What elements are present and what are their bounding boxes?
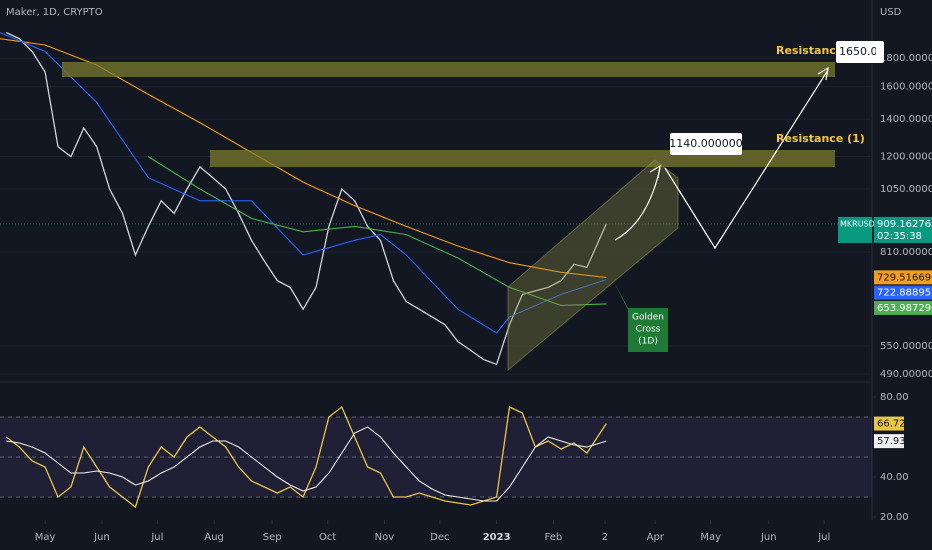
rsi-value-box xyxy=(874,434,904,449)
y-tick-label: 20.00 xyxy=(880,512,909,523)
ma-value-box xyxy=(874,270,932,285)
x-tick-label: Jun xyxy=(760,532,777,543)
target-box xyxy=(836,41,884,63)
currency: USD xyxy=(880,7,902,18)
countdown: 02:35:38 xyxy=(877,231,922,242)
callout-text: (1D) xyxy=(638,337,658,347)
y-tick-label: 1050.000000 xyxy=(880,184,932,195)
rsi-value-label: 66.72 xyxy=(877,419,906,430)
y-tick-label: 490.000000 xyxy=(880,369,932,380)
ma-value-label: 653.987290 xyxy=(877,303,932,314)
symbol-label: MKRUSD xyxy=(840,219,875,228)
callout-text: Golden xyxy=(632,313,664,323)
y-tick-label: 1600.000000 xyxy=(880,82,932,93)
projection-path xyxy=(664,69,829,250)
x-tick-label: Jun xyxy=(93,532,110,543)
x-tick-label: Sep xyxy=(263,532,282,543)
y-tick-label: 1800.000000 xyxy=(880,53,932,64)
rsi-value-box xyxy=(874,416,904,431)
x-tick-label: Jul xyxy=(817,532,830,543)
chart-title: Maker, 1D, CRYPTO xyxy=(6,7,103,18)
ma-value-label: 729.516690 xyxy=(877,272,932,283)
x-tick-label: Feb xyxy=(545,532,563,543)
symbol-box xyxy=(838,216,872,243)
x-tick-label: May xyxy=(700,532,721,543)
series-line xyxy=(6,405,607,509)
callout-text: Cross xyxy=(636,325,661,335)
x-tick-label: Dec xyxy=(430,532,449,543)
projection-arrow xyxy=(614,167,661,241)
x-tick-label: Aug xyxy=(204,532,224,543)
callout xyxy=(613,280,668,352)
target-label: 1140.000000 xyxy=(669,137,742,150)
x-tick-label: Apr xyxy=(647,532,665,543)
target-clip: 1650.000000 xyxy=(839,45,912,58)
x-tick-label: 2023 xyxy=(483,532,511,543)
ma-value-label: 722.888955 xyxy=(877,288,932,299)
target-box xyxy=(670,133,742,155)
channel xyxy=(507,159,679,372)
resistance-label: Resistance (1) xyxy=(776,132,865,145)
x-tick-label: Jul xyxy=(150,532,163,543)
y-tick-label: 550.000000 xyxy=(880,341,932,352)
resistance-zone-2 xyxy=(62,62,835,77)
y-tick-label: 80.00 xyxy=(880,392,909,403)
x-tick-label: 2 xyxy=(602,532,608,543)
x-tick-label: Nov xyxy=(375,532,395,543)
ma-value-box xyxy=(874,300,932,315)
y-tick-label: 1200.000000 xyxy=(880,152,932,163)
arrow-heads xyxy=(649,66,829,179)
y-tick-label: 810.000000 xyxy=(880,247,932,258)
series-line xyxy=(0,32,607,334)
rsi-value-label: 57.93 xyxy=(877,436,906,447)
drawings: Resistance (1) Resistance (2) 1140.00000… xyxy=(62,41,912,372)
y-tick-label: 40.00 xyxy=(880,472,909,483)
ma-value-box xyxy=(874,285,932,300)
last-price-label: 909.162768 xyxy=(877,219,932,230)
last-price-box xyxy=(874,216,932,243)
series-line xyxy=(6,32,607,366)
y-tick-label: 1400.000000 xyxy=(880,114,932,125)
x-tick-label: May xyxy=(35,532,56,543)
target-label: 1650.000000 xyxy=(839,45,912,58)
x-tick-label: Oct xyxy=(319,532,336,543)
series-line xyxy=(6,426,607,502)
series-line xyxy=(148,156,607,306)
